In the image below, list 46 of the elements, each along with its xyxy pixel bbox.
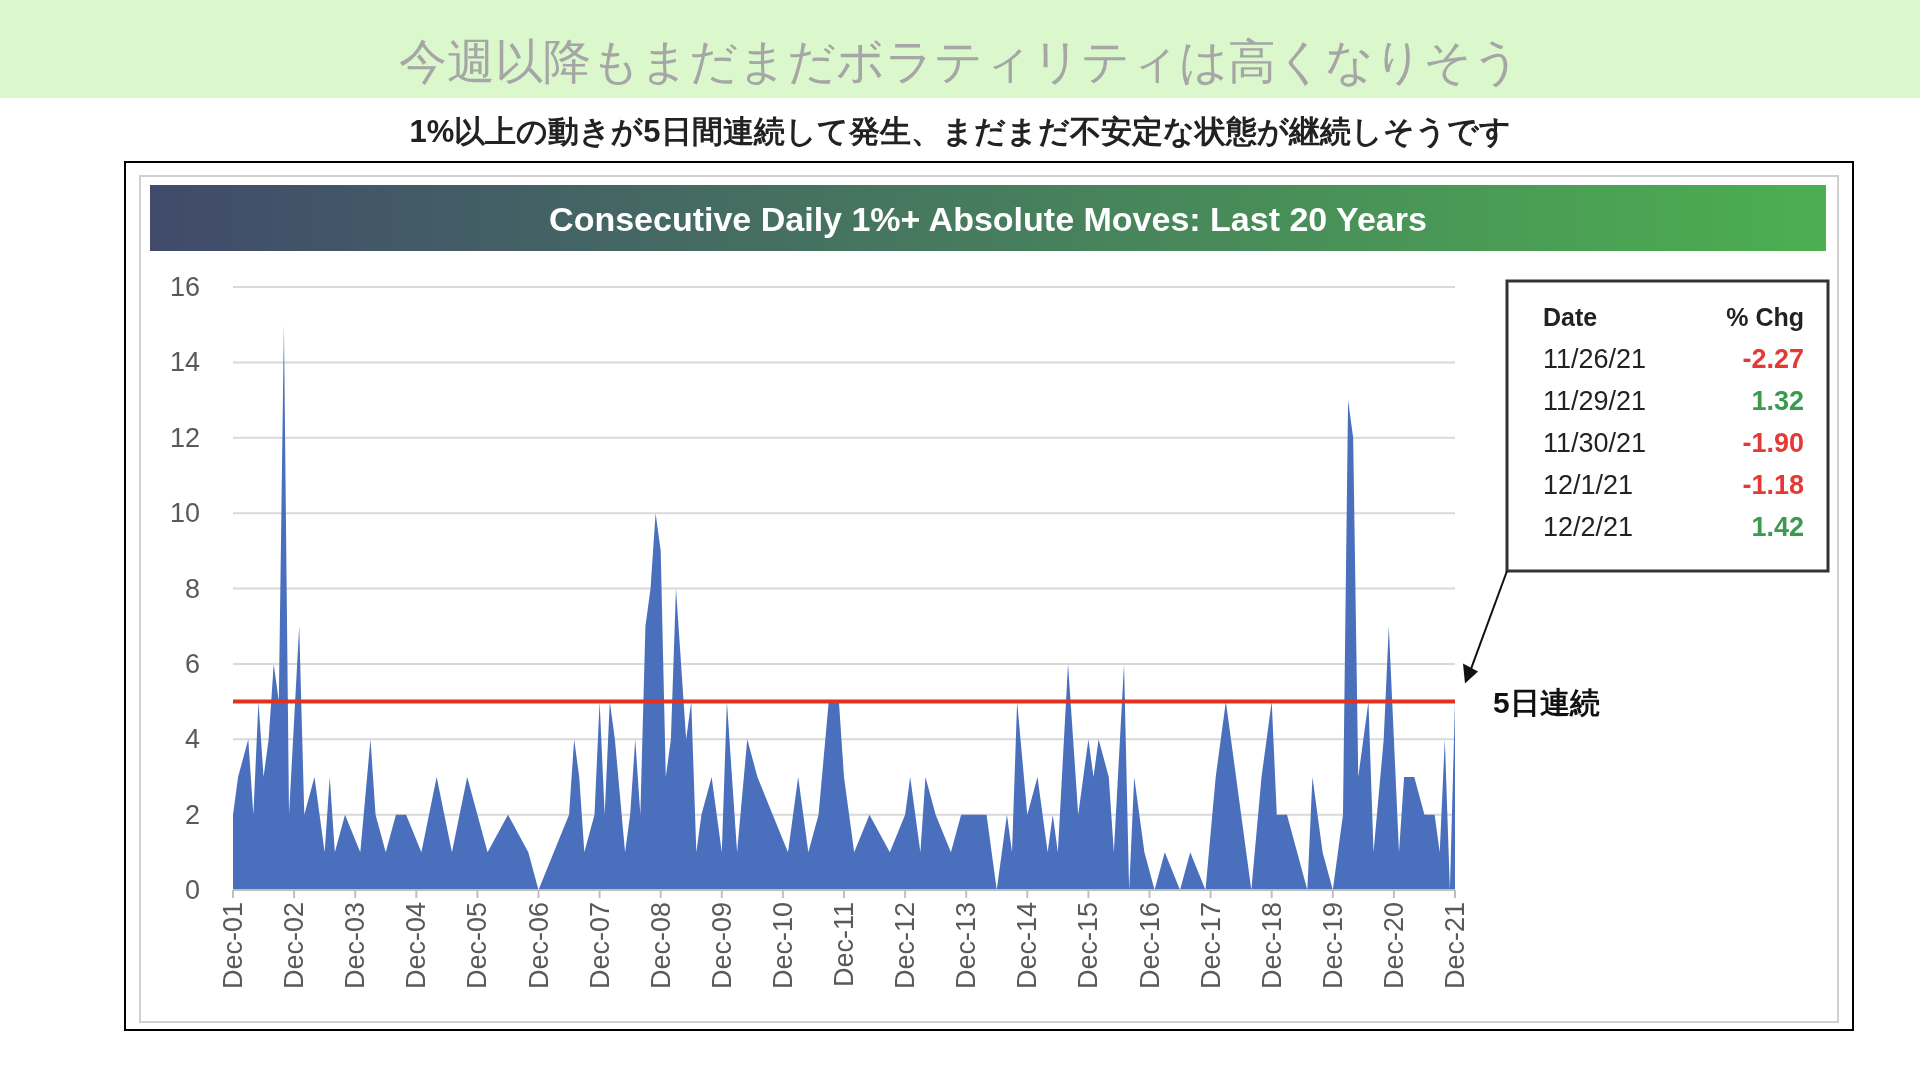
x-tick-label: Dec-19 bbox=[1317, 902, 1348, 990]
text: 11/29/21 bbox=[1543, 386, 1647, 416]
text: 1%以上の動きが5日間連続して発生、まだまだ不安定な状態が継続しそうです bbox=[409, 114, 1511, 149]
x-tick-label: Dec-05 bbox=[462, 902, 493, 990]
x-tick-label: Dec-20 bbox=[1378, 902, 1409, 990]
text: 11/26/21 bbox=[1543, 344, 1647, 374]
x-tick-label: Dec-01 bbox=[218, 902, 248, 990]
x-tick-label: Dec-04 bbox=[401, 902, 432, 990]
y-tick-label: 8 bbox=[184, 573, 200, 604]
x-tick-label: Dec-03 bbox=[340, 902, 371, 990]
text: 1.42 bbox=[1751, 512, 1804, 542]
x-tick-label: Dec-14 bbox=[1012, 902, 1043, 990]
y-tick-label: 14 bbox=[169, 347, 200, 378]
x-tick-label: Dec-21 bbox=[1440, 902, 1470, 990]
text: Date bbox=[1543, 303, 1598, 331]
ref-line-label: 5日連続 bbox=[1493, 685, 1600, 719]
y-tick-label: 2 bbox=[184, 799, 200, 830]
x-tick-label: Dec-09 bbox=[706, 902, 737, 990]
text: -2.27 bbox=[1742, 344, 1804, 374]
y-tick-label: 0 bbox=[184, 875, 200, 905]
text: 12/1/21 bbox=[1543, 470, 1634, 500]
chart-title: Consecutive Daily 1%+ Absolute Moves: Last 20 Years bbox=[549, 200, 1427, 238]
x-tick-label: Dec-15 bbox=[1073, 902, 1104, 990]
x-tick-label: Dec-16 bbox=[1134, 902, 1165, 990]
x-tick-label: Dec-02 bbox=[279, 902, 310, 990]
x-tick-label: Dec-07 bbox=[584, 902, 615, 990]
x-tick-label: Dec-12 bbox=[890, 902, 921, 990]
x-tick-label: Dec-10 bbox=[767, 902, 798, 990]
text: 11/30/21 bbox=[1543, 428, 1647, 458]
text: -1.18 bbox=[1742, 470, 1804, 500]
text: 12/2/21 bbox=[1543, 512, 1634, 542]
y-tick-label: 4 bbox=[184, 724, 200, 755]
text: -1.90 bbox=[1742, 428, 1804, 458]
y-tick-label: 12 bbox=[169, 422, 200, 453]
text: 今週以降もまだまだボラティリティは高くなりそう bbox=[399, 35, 1521, 88]
text: % Chg bbox=[1726, 303, 1804, 331]
x-tick-label: Dec-13 bbox=[951, 902, 982, 990]
x-tick-label: Dec-17 bbox=[1195, 902, 1226, 990]
y-tick-label: 10 bbox=[169, 498, 200, 529]
x-tick-label: Dec-18 bbox=[1256, 902, 1287, 990]
y-tick-label: 6 bbox=[184, 648, 200, 679]
y-tick-label: 16 bbox=[169, 272, 200, 302]
text: 1.32 bbox=[1751, 386, 1804, 416]
x-tick-label: Dec-06 bbox=[523, 902, 554, 990]
x-tick-label: Dec-08 bbox=[645, 902, 676, 990]
x-tick-label: Dec-11 bbox=[829, 902, 859, 988]
